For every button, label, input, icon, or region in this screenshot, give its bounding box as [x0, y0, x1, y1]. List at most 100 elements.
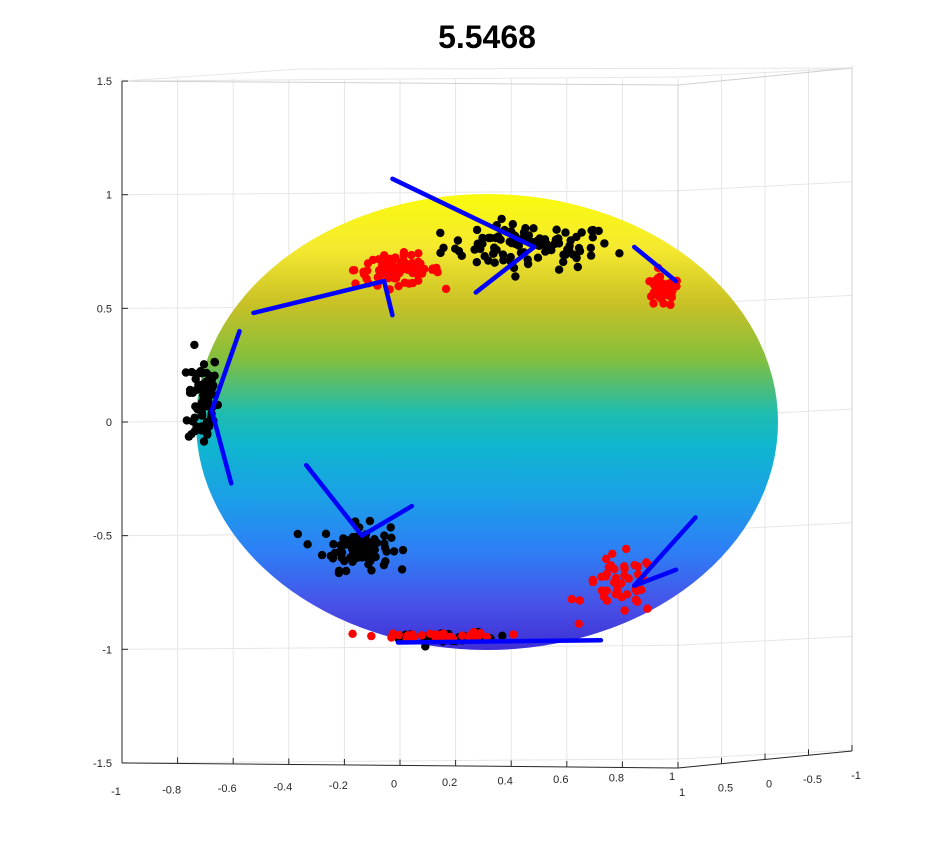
data-point	[417, 631, 426, 640]
z-tick-label: 0	[106, 417, 112, 429]
data-point	[508, 220, 517, 229]
data-point	[666, 300, 675, 310]
direction-segment	[381, 278, 395, 318]
data-point	[317, 550, 327, 560]
data-point	[348, 540, 358, 549]
data-point	[663, 282, 672, 292]
direction-segment	[209, 328, 242, 413]
data-point	[436, 228, 445, 238]
data-point	[190, 426, 200, 436]
data-point	[622, 544, 631, 554]
data-point	[293, 529, 302, 539]
z-tick-label: 1.5	[97, 76, 112, 88]
data-point	[203, 428, 212, 437]
x-tick-label: 0.8	[609, 772, 624, 784]
data-point	[370, 535, 379, 544]
x-tick-label: -1	[111, 786, 121, 798]
data-point	[569, 250, 578, 259]
data-point	[387, 533, 396, 542]
data-point	[559, 257, 568, 267]
data-point	[334, 568, 344, 578]
data-point	[398, 545, 408, 555]
z-axis: 1.5 1 0.5 0 -0.5 -1 -1.5	[93, 76, 128, 770]
data-point	[533, 253, 543, 262]
data-point	[476, 244, 485, 254]
data-point	[521, 224, 530, 233]
data-point	[205, 371, 214, 380]
data-point	[441, 284, 451, 294]
data-point	[199, 391, 208, 400]
data-point	[484, 256, 493, 265]
data-point	[192, 385, 201, 395]
data-point	[586, 243, 595, 253]
data-point	[478, 233, 487, 243]
x-tick-label: -0.4	[273, 781, 292, 793]
data-point	[586, 251, 596, 260]
data-point	[604, 563, 613, 572]
data-point	[547, 246, 556, 255]
data-point	[303, 540, 312, 549]
data-point	[529, 224, 538, 233]
data-point	[620, 571, 629, 580]
data-point	[552, 225, 561, 234]
data-point	[645, 277, 654, 286]
data-point	[458, 631, 467, 640]
data-point	[359, 541, 368, 551]
direction-segment	[632, 244, 679, 284]
x-tick-label: -0.2	[329, 780, 348, 792]
data-point	[643, 604, 652, 613]
data-point	[651, 282, 661, 292]
data-point	[654, 291, 664, 300]
data-point	[484, 233, 493, 243]
z-tick-label: -1	[102, 644, 112, 656]
data-point	[380, 531, 389, 540]
data-point	[622, 590, 632, 599]
data-point	[588, 575, 597, 585]
data-point	[382, 547, 391, 556]
data-point	[597, 572, 606, 581]
data-point	[490, 243, 499, 252]
data-point	[394, 282, 403, 291]
data-point	[370, 545, 379, 554]
box-edge	[121, 68, 301, 82]
box-edge	[677, 67, 853, 86]
data-point	[497, 214, 506, 224]
data-point	[535, 234, 544, 243]
data-point	[472, 258, 481, 267]
y-axis: 1 0.5 0 -0.5 -1	[677, 744, 861, 799]
data-point	[352, 553, 361, 563]
data-point	[615, 249, 624, 258]
direction-segment	[251, 278, 387, 316]
data-point	[329, 540, 338, 549]
data-point	[588, 225, 598, 235]
data-point	[386, 523, 395, 532]
data-point	[367, 631, 376, 641]
data-point	[366, 556, 375, 565]
x-tick-label: 0.2	[442, 777, 457, 789]
data-point	[630, 560, 639, 570]
data-point	[185, 385, 195, 395]
data-point	[321, 529, 331, 538]
data-point	[432, 263, 441, 273]
y-tick-label: 0	[766, 778, 772, 790]
data-point	[410, 262, 419, 271]
data-point	[554, 265, 564, 274]
data-point	[653, 274, 662, 283]
data-point	[363, 259, 373, 268]
data-point	[181, 368, 191, 377]
direction-segment	[473, 244, 537, 295]
data-point	[588, 233, 597, 242]
box-edge	[299, 67, 853, 70]
data-point	[611, 590, 621, 599]
data-point	[575, 596, 584, 605]
z-tick-label: 1	[106, 190, 112, 202]
data-point	[511, 272, 520, 281]
data-point	[600, 239, 609, 248]
data-point	[399, 250, 408, 260]
box-edge	[121, 80, 679, 86]
data-point	[426, 629, 435, 638]
data-point	[498, 631, 507, 640]
data-point	[379, 560, 389, 570]
data-point	[391, 269, 401, 278]
